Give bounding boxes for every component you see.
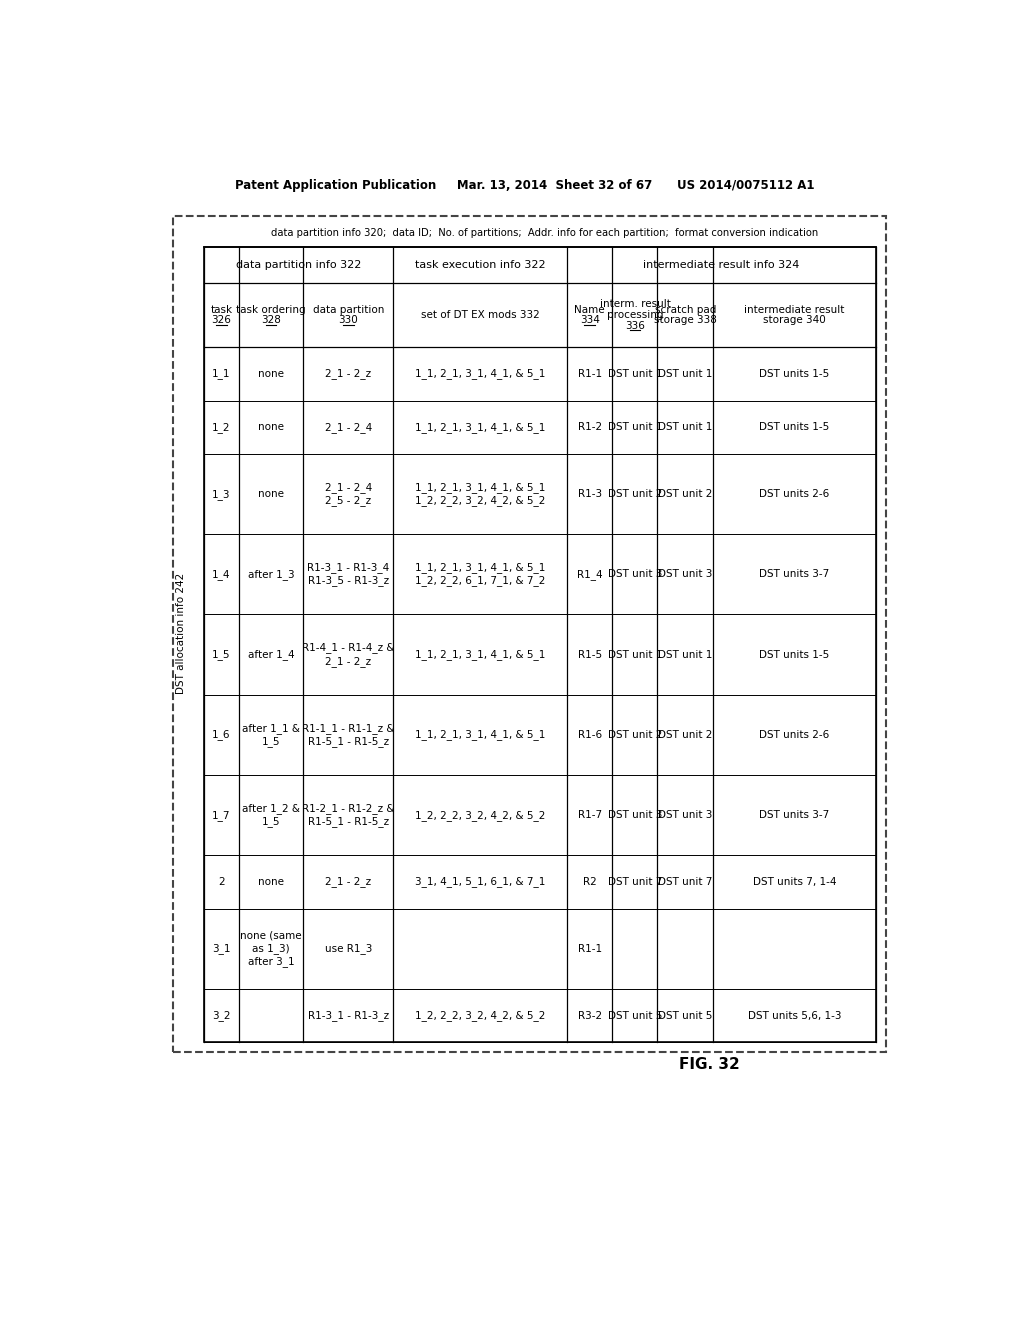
Text: DST unit 1: DST unit 1 xyxy=(658,649,713,660)
Text: R1-6: R1-6 xyxy=(578,730,602,739)
Text: processing: processing xyxy=(607,310,664,319)
Text: none (same
as 1_3)
after 3_1: none (same as 1_3) after 3_1 xyxy=(241,931,302,968)
Text: DST unit 2: DST unit 2 xyxy=(608,490,663,499)
Text: 1_2: 1_2 xyxy=(212,422,230,433)
Text: DST unit 7: DST unit 7 xyxy=(608,876,663,887)
Text: R1-3: R1-3 xyxy=(578,490,602,499)
Text: DST unit 1: DST unit 1 xyxy=(658,368,713,379)
Text: DST unit 3: DST unit 3 xyxy=(608,810,663,820)
Text: R1-3_1 - R1-3_4
R1-3_5 - R1-3_z: R1-3_1 - R1-3_4 R1-3_5 - R1-3_z xyxy=(307,562,389,586)
Text: R3-2: R3-2 xyxy=(578,1011,602,1020)
Text: DST units 1-5: DST units 1-5 xyxy=(760,368,829,379)
Text: R1-2: R1-2 xyxy=(578,422,602,432)
Text: 1_2, 2_2, 3_2, 4_2, & 5_2: 1_2, 2_2, 3_2, 4_2, & 5_2 xyxy=(415,1010,546,1022)
Text: 2_1 - 2_z: 2_1 - 2_z xyxy=(326,368,372,379)
Text: task ordering: task ordering xyxy=(237,305,306,314)
Text: R2: R2 xyxy=(583,876,597,887)
Text: DST unit 1: DST unit 1 xyxy=(608,649,663,660)
Text: R1-5: R1-5 xyxy=(578,649,602,660)
Text: 1_6: 1_6 xyxy=(212,730,230,741)
Text: DST units 7, 1-4: DST units 7, 1-4 xyxy=(753,876,837,887)
Text: DST unit 1: DST unit 1 xyxy=(608,422,663,432)
Text: task execution info 322: task execution info 322 xyxy=(415,260,546,271)
Text: 330: 330 xyxy=(339,315,358,326)
Text: 3_1, 4_1, 5_1, 6_1, & 7_1: 3_1, 4_1, 5_1, 6_1, & 7_1 xyxy=(415,876,546,887)
Text: DST unit 2: DST unit 2 xyxy=(658,490,713,499)
Bar xyxy=(173,216,886,1052)
Text: Patent Application Publication     Mar. 13, 2014  Sheet 32 of 67      US 2014/00: Patent Application Publication Mar. 13, … xyxy=(236,178,814,191)
Text: Name: Name xyxy=(574,305,605,314)
Text: DST unit 2: DST unit 2 xyxy=(658,730,713,739)
Text: intermediate result info 324: intermediate result info 324 xyxy=(643,260,800,271)
Text: 2_1 - 2_4
2_5 - 2_z: 2_1 - 2_4 2_5 - 2_z xyxy=(325,482,372,507)
Text: 1_5: 1_5 xyxy=(212,649,230,660)
Text: interm. result: interm. result xyxy=(600,300,671,309)
Text: 1_1, 2_1, 3_1, 4_1, & 5_1: 1_1, 2_1, 3_1, 4_1, & 5_1 xyxy=(415,730,546,741)
Text: R1_4: R1_4 xyxy=(577,569,602,579)
Text: none: none xyxy=(258,368,284,379)
Text: R1-2_1 - R1-2_z &
R1-5_1 - R1-5_z: R1-2_1 - R1-2_z & R1-5_1 - R1-5_z xyxy=(302,803,394,828)
Text: DST unit 7: DST unit 7 xyxy=(658,876,713,887)
Bar xyxy=(204,247,876,1043)
Text: DST unit 5: DST unit 5 xyxy=(608,1011,663,1020)
Text: DST unit 2: DST unit 2 xyxy=(608,730,663,739)
Text: 3_1: 3_1 xyxy=(212,944,230,954)
Text: 1_3: 1_3 xyxy=(212,488,230,499)
Text: 3_2: 3_2 xyxy=(212,1010,230,1022)
Text: use R1_3: use R1_3 xyxy=(325,944,372,954)
Text: DST unit 5: DST unit 5 xyxy=(658,1011,713,1020)
Text: 328: 328 xyxy=(261,315,281,326)
Text: 2: 2 xyxy=(218,876,224,887)
Text: R1-7: R1-7 xyxy=(578,810,602,820)
Text: after 1_2 &
1_5: after 1_2 & 1_5 xyxy=(242,803,300,828)
Bar xyxy=(204,247,876,1043)
Text: task: task xyxy=(210,305,232,314)
Text: DST unit 1: DST unit 1 xyxy=(658,422,713,432)
Text: DST allocation info 242: DST allocation info 242 xyxy=(176,573,186,694)
Text: DST units 5,6, 1-3: DST units 5,6, 1-3 xyxy=(748,1011,842,1020)
Text: after 1_1 &
1_5: after 1_1 & 1_5 xyxy=(242,723,300,747)
Text: DST units 2-6: DST units 2-6 xyxy=(760,490,829,499)
Text: R1-1: R1-1 xyxy=(578,944,602,954)
Text: 334: 334 xyxy=(580,315,600,326)
Text: data partition: data partition xyxy=(312,305,384,314)
Text: none: none xyxy=(258,876,284,887)
Text: 1_1, 2_1, 3_1, 4_1, & 5_1: 1_1, 2_1, 3_1, 4_1, & 5_1 xyxy=(415,649,546,660)
Text: storage 340: storage 340 xyxy=(763,315,826,326)
Text: 1_1, 2_1, 3_1, 4_1, & 5_1: 1_1, 2_1, 3_1, 4_1, & 5_1 xyxy=(415,422,546,433)
Text: 2_1 - 2_z: 2_1 - 2_z xyxy=(326,876,372,887)
Text: DST unit 3: DST unit 3 xyxy=(658,569,713,579)
Text: 1_7: 1_7 xyxy=(212,809,230,821)
Text: DST unit 3: DST unit 3 xyxy=(658,810,713,820)
Text: R1-1: R1-1 xyxy=(578,368,602,379)
Text: after 1_4: after 1_4 xyxy=(248,649,295,660)
Text: storage 338: storage 338 xyxy=(654,315,717,326)
Text: none: none xyxy=(258,490,284,499)
Text: 1_1, 2_1, 3_1, 4_1, & 5_1
1_2, 2_2, 6_1, 7_1, & 7_2: 1_1, 2_1, 3_1, 4_1, & 5_1 1_2, 2_2, 6_1,… xyxy=(415,562,546,586)
Text: DST units 1-5: DST units 1-5 xyxy=(760,649,829,660)
Text: DST units 3-7: DST units 3-7 xyxy=(760,810,829,820)
Text: 336: 336 xyxy=(625,321,645,331)
Text: after 1_3: after 1_3 xyxy=(248,569,295,579)
Text: scratch pad: scratch pad xyxy=(654,305,716,314)
Text: 1_4: 1_4 xyxy=(212,569,230,579)
Text: R1-3_1 - R1-3_z: R1-3_1 - R1-3_z xyxy=(308,1010,389,1022)
Text: R1-4_1 - R1-4_z &
2_1 - 2_z: R1-4_1 - R1-4_z & 2_1 - 2_z xyxy=(302,643,394,667)
Text: DST units 1-5: DST units 1-5 xyxy=(760,422,829,432)
Text: 2_1 - 2_4: 2_1 - 2_4 xyxy=(325,422,372,433)
Text: FIG. 32: FIG. 32 xyxy=(679,1057,739,1072)
Text: 1_1, 2_1, 3_1, 4_1, & 5_1: 1_1, 2_1, 3_1, 4_1, & 5_1 xyxy=(415,368,546,379)
Text: 1_1: 1_1 xyxy=(212,368,230,379)
Text: 1_1, 2_1, 3_1, 4_1, & 5_1
1_2, 2_2, 3_2, 4_2, & 5_2: 1_1, 2_1, 3_1, 4_1, & 5_1 1_2, 2_2, 3_2,… xyxy=(415,482,546,507)
Text: DST units 2-6: DST units 2-6 xyxy=(760,730,829,739)
Text: data partition info 320;  data ID;  No. of partitions;  Addr. info for each part: data partition info 320; data ID; No. of… xyxy=(271,228,818,238)
Text: R1-1_1 - R1-1_z &
R1-5_1 - R1-5_z: R1-1_1 - R1-1_z & R1-5_1 - R1-5_z xyxy=(302,723,394,747)
Text: DST unit 1: DST unit 1 xyxy=(608,368,663,379)
Text: 326: 326 xyxy=(212,315,231,326)
Text: DST units 3-7: DST units 3-7 xyxy=(760,569,829,579)
Text: 1_2, 2_2, 3_2, 4_2, & 5_2: 1_2, 2_2, 3_2, 4_2, & 5_2 xyxy=(415,809,546,821)
Text: none: none xyxy=(258,422,284,432)
Text: intermediate result: intermediate result xyxy=(744,305,845,314)
Text: data partition info 322: data partition info 322 xyxy=(236,260,361,271)
Text: set of DT EX mods 332: set of DT EX mods 332 xyxy=(421,310,540,319)
